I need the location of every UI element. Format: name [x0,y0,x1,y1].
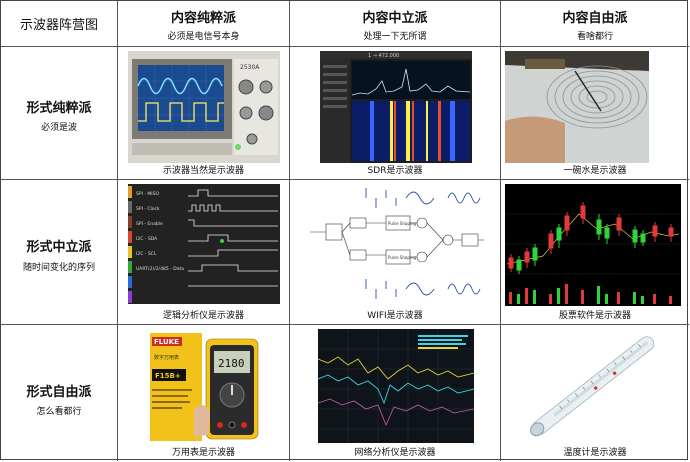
row-header-form-neutral: 形式中立派 随时间变化的序列 [1,180,118,325]
row-subtitle: 随时间变化的序列 [22,263,95,273]
col-subtitle: 处理一下无所谓 [363,32,427,42]
caption: SDR是示波器 [367,166,423,176]
caption: 一碗水是示波器 [563,166,627,176]
sdr-screenshot: 1 → 472.000 [320,51,472,163]
cell-multimeter: FLUKE 数字万用表 F15B+ 2180 万用表是示波器 [118,325,290,461]
cell-network-analyzer: 网络分析仪是示波器 [290,325,501,461]
row-title: 形式中立派 [26,240,92,255]
svg-text:Pulse Shaping: Pulse Shaping [388,255,417,260]
col-subtitle: 必须是电信号本身 [167,32,240,42]
cell-water-bowl: 一碗水是示波器 [501,47,689,180]
cell-logic-analyzer: SPI - MISO SPI - Clock SPI - Enable I2C … [118,180,290,325]
water-bowl-photo [505,51,649,163]
stock-candlestick-chart [505,184,681,306]
caption: 万用表是示波器 [171,448,235,458]
caption: 股票软件是示波器 [558,311,631,321]
logic-analyzer-screenshot: SPI - MISO SPI - Clock SPI - Enable I2C … [128,184,280,304]
row-subtitle: 必须是波 [40,123,77,133]
meter-reading: 2180 [218,357,245,370]
channel-label: I2C - SCL [136,251,157,257]
cell-sdr: 1 → 472.000 SDR是示波器 [290,47,501,180]
chart-title: 示波器阵营图 [19,18,98,33]
col-subtitle: 看啥都行 [576,32,613,42]
channel-label: UART(2)/2/485 - Data [136,266,184,272]
cell-thermometer: 温度计是示波器 [501,325,689,461]
svg-text:2530A: 2530A [240,64,260,71]
row-subtitle: 怎么看都行 [36,407,82,417]
svg-text:Pulse Shaping: Pulse Shaping [388,221,417,226]
caption: WIFI是示波器 [367,311,423,321]
cell-oscilloscope: 2530A 示波器当然是示波器 [118,47,290,180]
fluke-model: F15B+ [155,372,181,380]
row-header-form-free: 形式自由派 怎么看都行 [1,325,118,461]
col-header-content-neutral: 内容中立派 处理一下无所谓 [290,1,501,47]
multimeter-photo: FLUKE 数字万用表 F15B+ 2180 [148,329,264,443]
fluke-brand: FLUKE [154,338,179,346]
cell-stock-chart: 股票软件是示波器 [501,180,689,325]
row-header-form-purist: 形式纯粹派 必须是波 [1,47,118,180]
row-title: 形式自由派 [26,385,92,400]
caption: 网络分析仪是示波器 [354,448,436,458]
col-header-content-purist: 内容纯粹派 必须是电信号本身 [118,1,290,47]
channel-label: SPI - Clock [136,206,160,212]
network-analyzer-screen [318,329,474,443]
oscilloscope-photo: 2530A [128,51,280,163]
col-title: 内容纯粹派 [170,11,236,26]
channel-label: I2C - SDA [136,236,158,242]
caption: 示波器当然是示波器 [162,166,244,176]
sdr-frequency: 1 → 472.000 [368,53,399,59]
row-title: 形式纯粹派 [26,101,92,116]
caption: 逻辑分析仪是示波器 [162,311,244,321]
channel-label: SPI - Enable [136,221,163,227]
fluke-cn-label: 数字万用表 [154,354,179,361]
col-title: 内容自由派 [562,11,628,26]
corner-cell: 示波器阵营图 [1,1,118,47]
caption: 温度计是示波器 [563,448,627,458]
col-header-content-free: 内容自由派 看啥都行 [501,1,689,47]
col-title: 内容中立派 [362,11,428,26]
cell-wifi: Pulse Shaping Pulse Shaping WIFI是示波器 [290,180,501,325]
wifi-signal-diagram: Pulse Shaping Pulse Shaping [306,184,486,306]
thermometer-photo [505,329,681,445]
channel-label: SPI - MISO [136,191,159,197]
